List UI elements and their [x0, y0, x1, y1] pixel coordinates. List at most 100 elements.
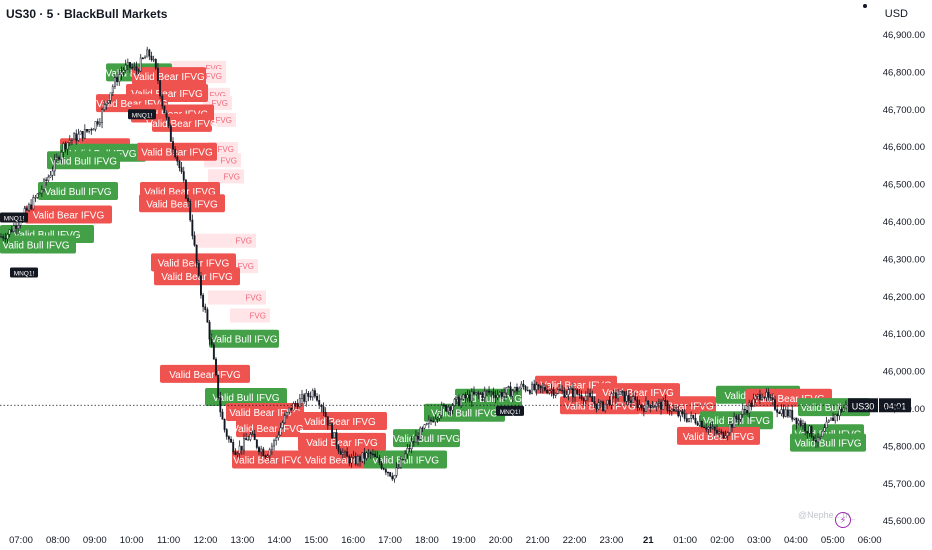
candle-body	[520, 383, 523, 389]
candle-body	[455, 396, 458, 400]
candle-body	[212, 344, 215, 360]
candle-body	[318, 400, 321, 406]
candle-body	[215, 358, 217, 376]
candle-body	[204, 306, 207, 310]
candle-body	[103, 104, 106, 110]
candle-body	[307, 392, 310, 397]
currency-label: USD	[884, 8, 908, 20]
bear-ifvg-box	[677, 426, 760, 445]
symbol-tag-label: MNQ1!	[4, 216, 25, 223]
time-tick-label: 14:00	[267, 535, 291, 546]
candle-body	[829, 417, 832, 421]
candle-body	[200, 275, 202, 296]
bear-ifvg-box	[154, 267, 240, 286]
candle-body	[111, 86, 114, 94]
time-tick-label: 23:00	[600, 535, 624, 546]
candle-body	[382, 468, 385, 470]
candle-body	[610, 393, 613, 406]
candle-body	[784, 409, 787, 417]
candle-body	[397, 467, 400, 469]
time-tick-label: 19:00	[452, 535, 476, 546]
ifvg-label: Valid Bear IFVG	[133, 72, 205, 83]
candle-body	[38, 192, 41, 195]
fvg-box	[208, 169, 244, 184]
candle-body	[264, 455, 267, 458]
candle-body	[546, 389, 549, 394]
candle-body	[587, 392, 589, 397]
candle-body	[273, 440, 276, 447]
ifvg-label: Valid Bull IFVG	[210, 335, 277, 346]
candle-body	[288, 407, 291, 413]
candle-body	[481, 393, 484, 398]
candle-body	[423, 424, 426, 429]
candle-layer	[0, 46, 847, 483]
candle-body	[739, 413, 742, 420]
candle-body	[774, 399, 776, 410]
candle-body	[266, 455, 269, 458]
candle-body	[275, 437, 278, 441]
candle-body	[421, 427, 424, 430]
candle-body	[157, 67, 159, 81]
candle-body	[122, 69, 125, 73]
candle-body	[10, 229, 13, 232]
candle-body	[101, 109, 103, 123]
candle-body	[636, 399, 639, 408]
candle-body	[311, 390, 314, 398]
bull-ifvg-box	[393, 429, 460, 448]
candle-body	[795, 417, 798, 424]
candle-body	[176, 156, 179, 162]
candle-body	[172, 141, 174, 150]
candle-body	[709, 427, 712, 429]
candle-body	[518, 387, 521, 392]
candle-body	[436, 418, 439, 420]
candle-body	[430, 419, 432, 422]
time-tick-label: 16:00	[341, 535, 365, 546]
candle-body	[81, 131, 84, 139]
candle-body	[0, 236, 2, 238]
candle-body	[2, 236, 5, 239]
fvg-box	[208, 290, 266, 305]
candle-body	[331, 423, 334, 438]
candle-body	[393, 475, 396, 480]
candle-body	[580, 394, 583, 399]
bear-ifvg-box	[151, 253, 236, 272]
price-tick-label: 46,000.00	[883, 367, 925, 378]
candle-body	[361, 452, 364, 462]
candle-body	[406, 448, 409, 455]
bear-ifvg-box	[139, 194, 225, 213]
candle-body	[574, 389, 576, 398]
fvg-label: FVG	[218, 145, 234, 154]
fvg-label: FVG	[221, 156, 237, 165]
lightning-icon[interactable]: ⚡	[835, 512, 851, 528]
candle-body	[614, 392, 617, 399]
price-tick-label: 45,600.00	[883, 516, 925, 527]
axes-layer: 46,900.00 46,800.00 46,700.00 46,600.00 46,5…	[9, 30, 925, 546]
fvg-box	[195, 233, 256, 248]
candle-body	[675, 410, 678, 412]
candle-body	[477, 392, 480, 395]
candle-body	[632, 396, 635, 403]
candle-body	[642, 408, 645, 412]
candle-body	[251, 433, 254, 436]
candle-body	[668, 410, 671, 412]
candle-body	[135, 66, 138, 71]
candle-body	[294, 403, 297, 405]
candle-body	[17, 225, 20, 229]
candle-body	[692, 414, 695, 419]
candle-body	[503, 392, 506, 397]
candle-body	[28, 204, 30, 211]
candle-body	[434, 418, 437, 423]
candle-body	[700, 420, 703, 428]
candle-body	[34, 197, 37, 199]
candle-body	[679, 411, 682, 417]
candle-body	[559, 389, 561, 391]
candle-body	[40, 189, 43, 194]
ifvg-label: Valid Bear IFVG	[146, 119, 218, 130]
candle-body	[690, 414, 693, 419]
price-tick-label: 46,500.00	[883, 180, 925, 191]
candle-body	[159, 80, 162, 97]
ifvg-label: Valid Bear IFVG	[33, 211, 105, 222]
candle-body	[685, 418, 688, 422]
fvg-label: FVG	[206, 64, 222, 73]
